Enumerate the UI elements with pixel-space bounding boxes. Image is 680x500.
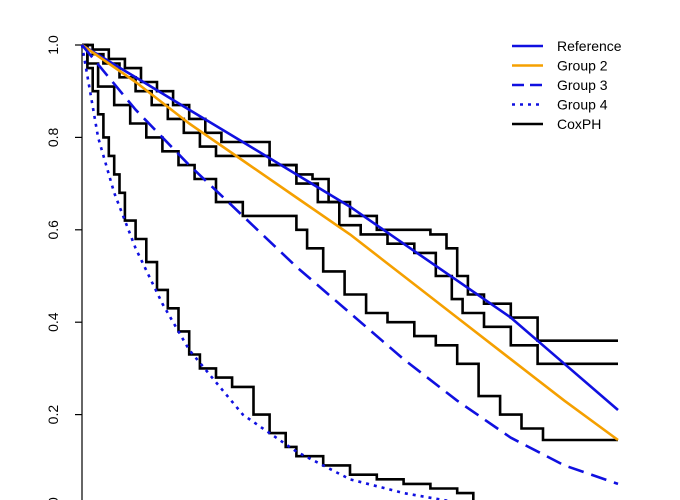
y-tick-label: 0.6 [45, 220, 61, 240]
coxph-step-curve-3 [82, 43, 618, 442]
y-tick-label: 1.0 [45, 35, 61, 55]
y-axis: 0.0 0.2 0.4 0.6 0.8 1.0 [45, 35, 83, 500]
y-tick-label: 0.4 [45, 312, 61, 332]
legend-label: Group 3 [557, 77, 608, 93]
legend-label: Reference [557, 38, 622, 54]
coxph-step-curve-1 [82, 43, 618, 342]
legend-label: Group 2 [557, 58, 608, 74]
y-tick-label: 0.8 [45, 127, 61, 147]
series-lines [80, 43, 619, 500]
y-tick-label: 0.2 [45, 405, 61, 425]
coxph-step-curve-2 [82, 43, 618, 366]
legend-label: CoxPH [557, 116, 601, 132]
legend: Reference Group 2 Group 3 Group 4 CoxPH [512, 38, 622, 132]
legend-label: Group 4 [557, 97, 608, 113]
series-line-group-3 [80, 44, 619, 486]
series-line-group-2 [81, 43, 619, 442]
series-line-reference [81, 43, 619, 411]
y-tick-label: 0.0 [45, 497, 61, 500]
coxph-step-curve-4 [82, 43, 475, 500]
